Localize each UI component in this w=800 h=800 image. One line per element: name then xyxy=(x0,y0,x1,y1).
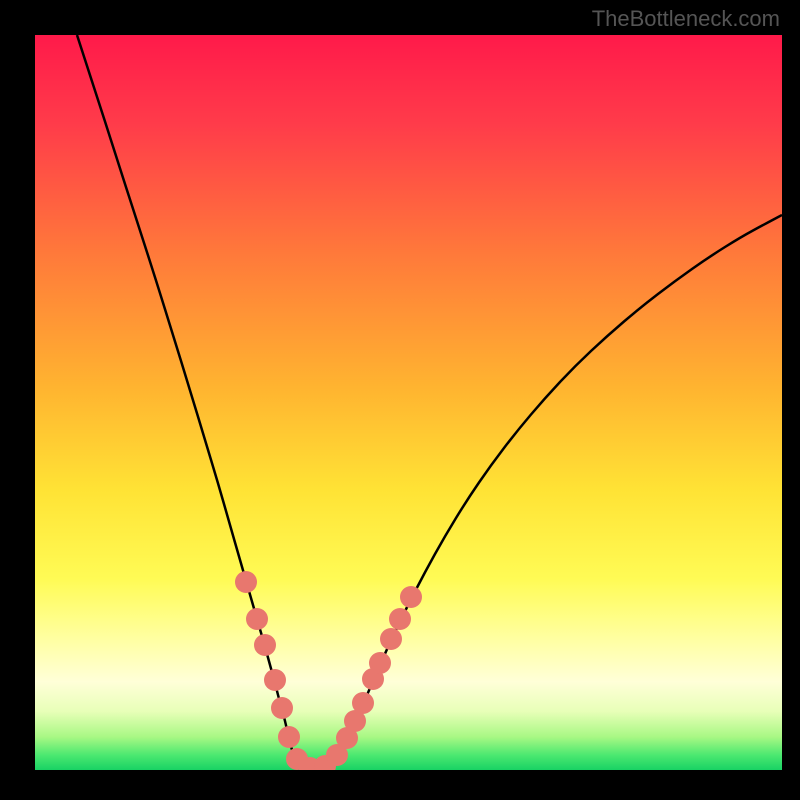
data-marker xyxy=(254,634,276,656)
data-marker xyxy=(352,692,374,714)
data-marker xyxy=(389,608,411,630)
plot-area xyxy=(35,35,782,770)
data-marker xyxy=(380,628,402,650)
data-marker xyxy=(400,586,422,608)
data-marker xyxy=(246,608,268,630)
data-marker xyxy=(369,652,391,674)
data-marker xyxy=(278,726,300,748)
watermark-text: TheBottleneck.com xyxy=(592,6,780,32)
frame-border-left xyxy=(0,0,35,800)
data-marker xyxy=(235,571,257,593)
frame-border-right xyxy=(782,0,800,800)
data-marker xyxy=(264,669,286,691)
data-marker xyxy=(271,697,293,719)
data-markers-layer xyxy=(35,35,782,770)
frame-border-bottom xyxy=(0,770,800,800)
